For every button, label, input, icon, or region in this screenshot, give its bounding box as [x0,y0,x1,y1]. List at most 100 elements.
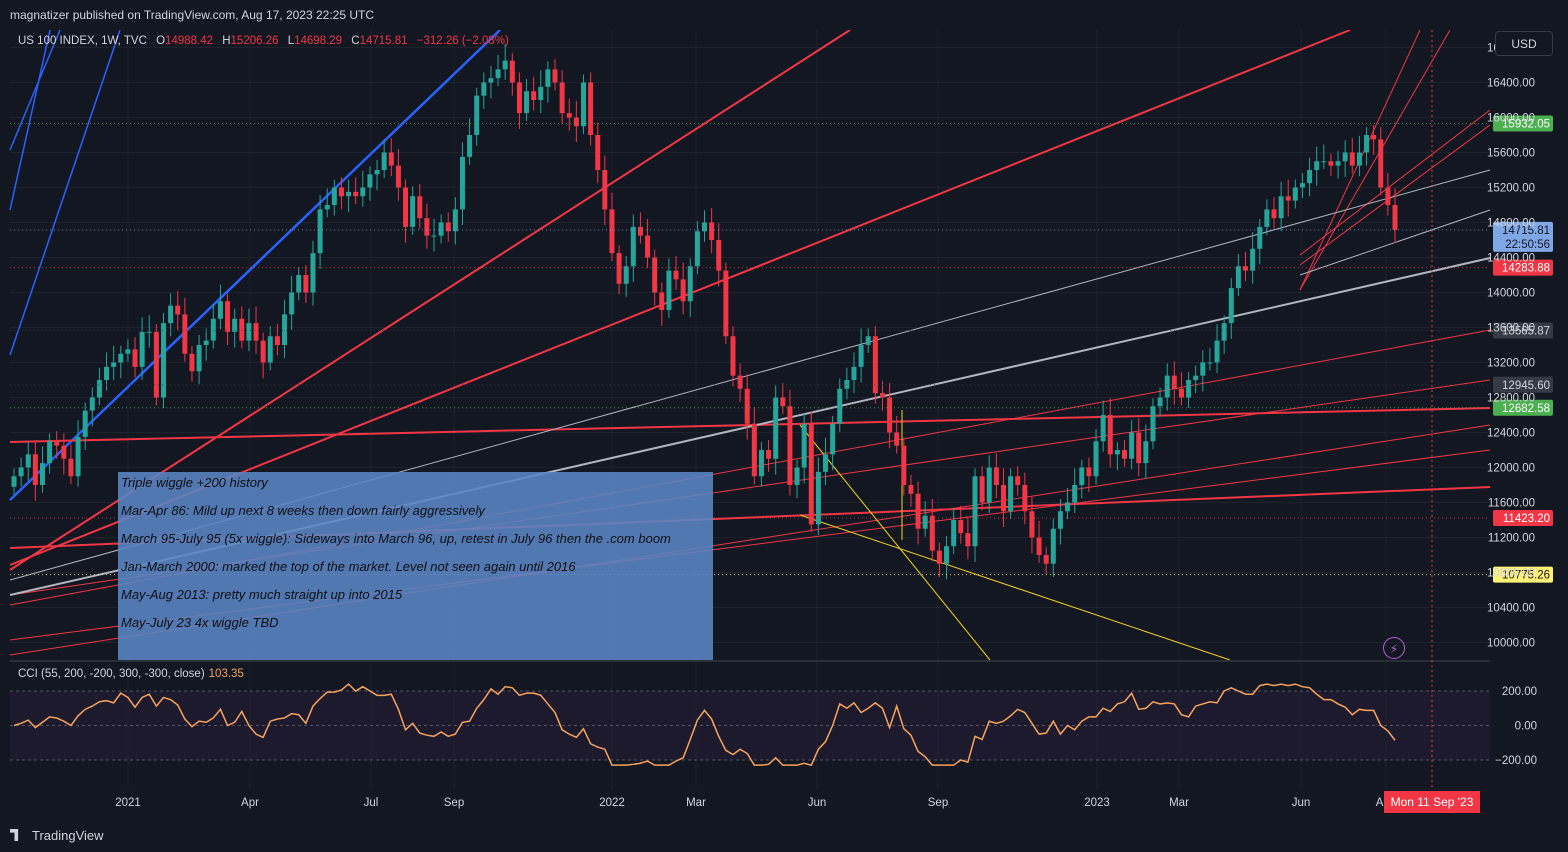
x-tick-label: Jun [1292,797,1311,809]
y-tick-label: 10400.00 [1487,603,1535,615]
candle-body [965,533,971,547]
candle-body [203,340,209,345]
candle-body [1364,135,1370,153]
candle-body [1036,537,1042,555]
candle-body [175,305,181,315]
note-line: Triple wiggle +200 history [121,475,268,490]
candle-body [673,270,679,280]
candle-body [531,91,537,100]
candle-body [1349,152,1355,166]
candle-body [1015,476,1021,485]
candle-body [993,467,999,485]
candle-body [979,476,985,503]
candle-body [125,349,131,354]
cci-tick-label: 0.00 [1515,721,1537,733]
candle-body [1193,375,1199,380]
published-note: magnatizer published on TradingView.com,… [10,8,375,22]
x-tick-label: Mar [1169,797,1189,809]
y-tick-label: 15200.00 [1487,183,1535,195]
candle-body [246,323,252,341]
trendline [9,407,1491,443]
candle-body [936,550,942,564]
candle-body [289,292,295,315]
candle-body [438,222,444,236]
candle-body [958,520,964,534]
candle-body [417,196,423,219]
cci-legend: CCI (55, 200, -200, 300, -300, close) 103… [18,668,244,680]
candle-body [139,331,145,367]
candle-body [616,253,622,284]
cci-line [13,683,1396,767]
candle-body [666,270,672,310]
candle-body [47,441,53,464]
y-tick-label: 14000.00 [1487,288,1535,300]
candle-body [680,279,686,302]
candle-body [823,454,829,472]
symbol-label[interactable]: US 100 INDEX, 1W, TVC [18,35,147,47]
candle-body [267,336,273,363]
candle-body [189,353,195,372]
candle-body [808,423,814,525]
candle-body [232,318,238,332]
candle-body [395,165,401,188]
candle-body [1100,415,1106,442]
candle-body [1050,528,1056,564]
candle-body [1150,406,1156,442]
candle-body [737,375,743,389]
candle-body [39,463,45,485]
candle-body [702,222,707,232]
candle-body [146,331,152,333]
candle-body [1107,415,1113,455]
y-tick-label: 14400.00 [1487,253,1535,265]
candle-body [1278,196,1284,219]
high-value: 15206.26 [230,35,279,47]
candle-body [801,423,807,468]
tradingview-logo[interactable]: TradingView [10,828,104,843]
trendline [1299,109,1491,256]
candle-body [730,336,736,376]
top-bar: magnatizer published on TradingView.com,… [0,0,1568,30]
candle-body [1079,467,1085,485]
candle-body [381,152,387,170]
candle-body [787,406,793,485]
candle-body [580,82,586,127]
candle-body [253,323,259,341]
cci-value: 103.35 [208,668,244,680]
candle-body [744,388,750,424]
candle-body [196,345,202,372]
candle-body [1043,555,1049,564]
candle-body [545,69,551,87]
candle-body [1264,209,1270,227]
candle-body [944,546,950,564]
lightning-icon[interactable]: ⚡ [1383,637,1405,659]
candle-body [773,397,779,459]
candle-body [723,270,729,337]
price-badge [1493,509,1553,526]
price-badge-label: 12682.58 [1502,403,1550,415]
x-tick-label: Sep [928,797,948,809]
brand-label: TradingView [32,828,104,843]
candle-body [709,222,715,240]
candle-body [118,353,124,363]
candle-body [403,187,409,227]
candle-body [68,458,74,477]
candle-body [1136,432,1142,464]
y-tick-label: 16000.00 [1487,113,1535,125]
candle-body [780,397,786,407]
candle-body [374,170,380,175]
high-label: H [222,35,231,47]
cci-label[interactable]: CCI (55, 200, -200, 300, -300, close) [18,668,205,680]
candle-body [111,362,117,367]
annotation-note[interactable]: Triple wiggle +200 history Mar-Apr 86: M… [118,472,713,660]
currency-button[interactable]: USD [1495,31,1553,56]
candle-body [872,336,878,394]
close-value: 14715.81 [359,35,408,47]
y-tick-label: 11200.00 [1488,533,1535,545]
candle-body [879,393,885,398]
candle-body [1378,139,1384,188]
trendline [9,29,61,151]
candle-body [488,78,494,83]
candle-body [1243,266,1249,271]
candle-body [1207,362,1213,364]
